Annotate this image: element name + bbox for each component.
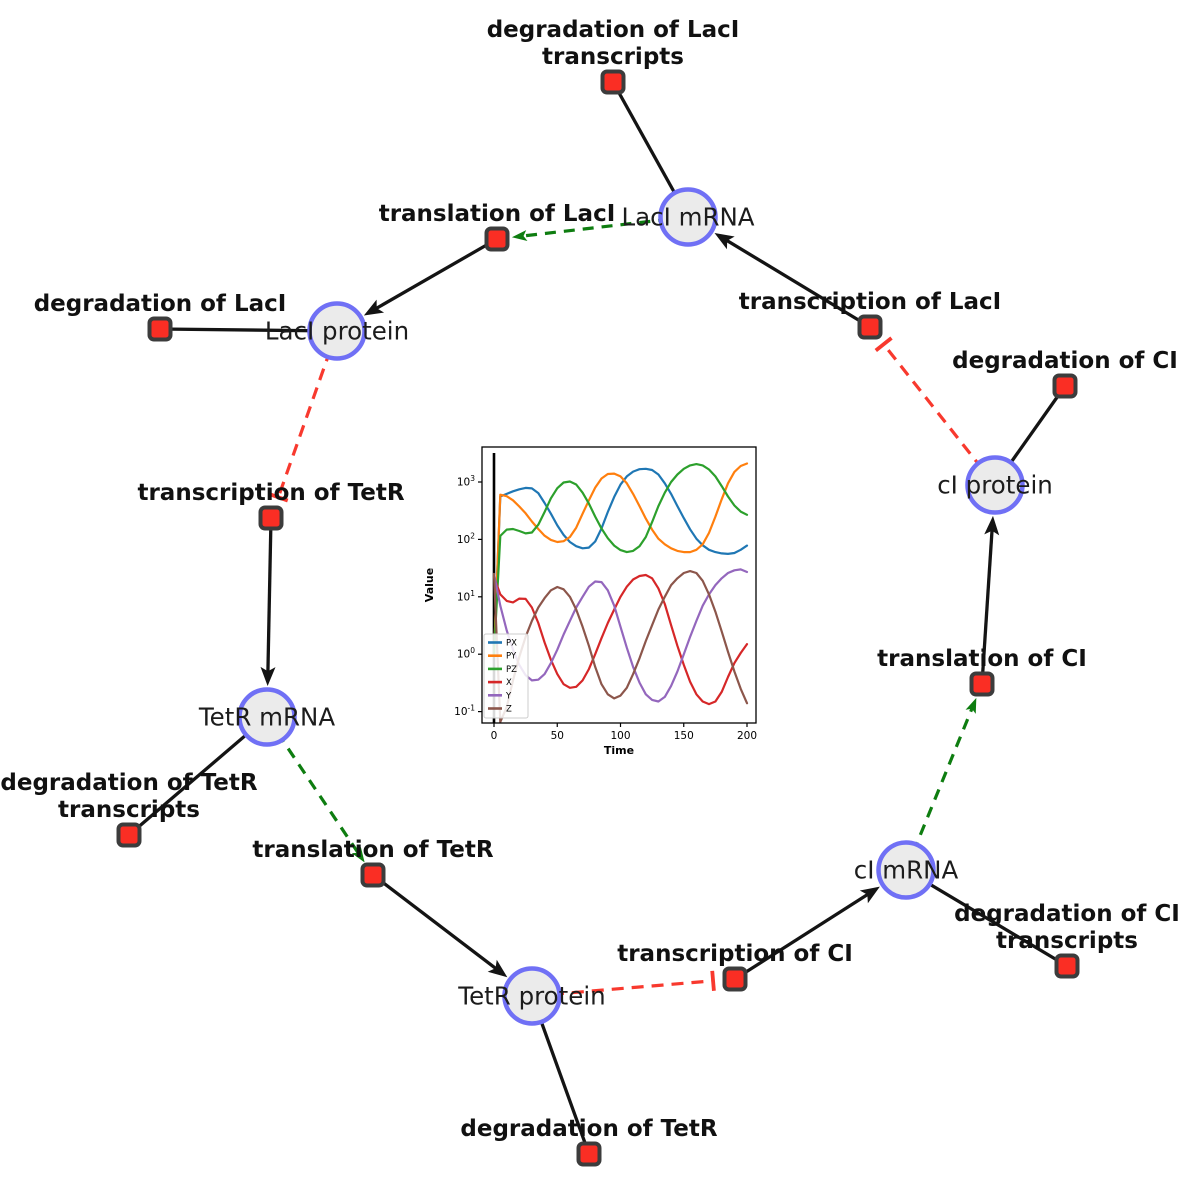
reaction-node-deg-ci-transcripts xyxy=(1054,953,1080,979)
series-line-X xyxy=(492,573,749,706)
reaction-label-transcription-ci: transcription of CI xyxy=(617,941,853,967)
inhibitor-bar-icon xyxy=(710,970,716,991)
legend-entry-PX: PX xyxy=(488,639,517,649)
arrowhead-icon xyxy=(260,666,276,687)
modifier-arrowhead-icon xyxy=(511,230,528,242)
reaction-label-deg-ci-transcripts: transcripts xyxy=(996,928,1138,954)
reaction-node-deg-laci xyxy=(147,316,173,342)
legend-entry-Y: Y xyxy=(488,691,512,701)
inhibitor-bar-icon xyxy=(874,336,893,352)
species-label-laci-protein: LacI protein xyxy=(265,317,409,346)
inhibitor-bar-icon xyxy=(268,492,289,503)
arrowhead-icon xyxy=(487,959,508,978)
reaction-node-deg-ci xyxy=(1052,373,1078,399)
y-tick-label: 102 xyxy=(457,531,475,546)
edge-production-transcription-laci-to-laci-mrna xyxy=(714,233,871,329)
y-tick-label: 103 xyxy=(457,474,475,489)
species-node-tetr-mrna xyxy=(237,687,297,747)
legend-label: PX xyxy=(506,639,517,649)
reaction-label-deg-tetr-transcripts: transcripts xyxy=(58,797,200,823)
reaction-label-translation-tetr: translation of TetR xyxy=(252,837,493,863)
arrowhead-icon xyxy=(363,299,385,316)
series-line-Z xyxy=(492,570,749,723)
legend-label: Y xyxy=(505,691,512,701)
species-label-laci-mrna: LacI mRNA xyxy=(621,203,754,232)
reaction-node-transcription-tetr xyxy=(258,505,284,531)
species-label-ci-mrna: cI mRNA xyxy=(854,856,959,885)
legend-label: PZ xyxy=(506,665,517,675)
series-line-PX xyxy=(492,467,749,656)
edge-production-translation-ci-to-ci-protein xyxy=(980,515,1000,685)
x-tick-label: 150 xyxy=(674,730,694,742)
inset-plot: 0 50 100 150 20010310210110010-1TimeValuePXP… xyxy=(413,428,777,768)
reaction-node-translation-ci xyxy=(969,671,995,697)
edge-production-transcription-ci-to-ci-mrna xyxy=(734,886,880,981)
reaction-label-deg-ci-transcripts: degradation of CI xyxy=(954,901,1180,927)
nodes-layer xyxy=(116,69,1080,1167)
plot-area xyxy=(492,453,749,723)
legend-entry-Z: Z xyxy=(488,705,512,715)
reaction-node-translation-tetr xyxy=(360,862,386,888)
species-node-laci-protein xyxy=(307,301,367,361)
legend-label: Z xyxy=(506,705,512,715)
modifier-arrowhead-icon xyxy=(351,847,365,863)
edge-production-translation-tetr-to-tetr-protein xyxy=(372,873,508,978)
edge-production-translation-laci-to-laci-protein xyxy=(363,237,498,316)
edge-consumption-tetr-mrna-to-deg-tetr-transcripts xyxy=(127,715,269,837)
legend: PX PY PZ XYZ xyxy=(483,633,529,719)
reaction-node-deg-laci-transcripts xyxy=(600,69,626,95)
reaction-node-transcription-laci xyxy=(857,314,883,340)
series-line-Y xyxy=(492,568,749,703)
x-tick-label: 50 xyxy=(551,730,564,742)
legend-label: PY xyxy=(506,652,517,662)
y-tick-label: 100 xyxy=(457,646,475,661)
legend-entry-PY: PY xyxy=(488,652,517,662)
reaction-node-transcription-ci xyxy=(722,966,748,992)
y-tick-label: 101 xyxy=(457,589,475,604)
labels-layer: degradation of LacItranscriptstranslatio… xyxy=(0,17,1179,1142)
reaction-label-transcription-tetr: transcription of TetR xyxy=(137,480,404,506)
y-axis-label: Value xyxy=(423,568,436,602)
species-node-ci-mrna xyxy=(876,840,936,900)
reaction-label-translation-laci: translation of LacI xyxy=(379,201,616,227)
species-label-ci-protein: cI protein xyxy=(937,471,1053,500)
species-label-tetr-protein: TetR protein xyxy=(457,982,605,1011)
x-axis-label: Time xyxy=(604,744,634,757)
edge-production-transcription-tetr-to-tetr-mrna xyxy=(260,517,276,687)
legend-entry-X: X xyxy=(488,678,512,688)
axes-frame xyxy=(481,446,757,724)
edge-inhibition-ci-protein-to-transcription-laci xyxy=(874,336,997,486)
species-node-laci-mrna xyxy=(658,187,718,247)
reaction-node-deg-tetr xyxy=(576,1141,602,1167)
reaction-label-deg-laci: degradation of LacI xyxy=(34,291,287,317)
reaction-node-deg-tetr-transcripts xyxy=(116,822,142,848)
edge-consumption-ci-mrna-to-deg-ci-transcripts xyxy=(905,868,1068,968)
species-node-ci-protein xyxy=(965,455,1025,515)
reaction-label-deg-laci-transcripts: degradation of LacI xyxy=(487,17,740,43)
reaction-label-deg-tetr: degradation of TetR xyxy=(460,1116,717,1142)
legend-label: X xyxy=(506,678,512,688)
x-tick-label: 0 xyxy=(491,730,498,742)
reaction-label-transcription-laci: transcription of LacI xyxy=(739,289,1002,315)
series-line-PZ xyxy=(492,463,749,656)
x-tick-label: 200 xyxy=(737,730,757,742)
reaction-node-translation-laci xyxy=(484,226,510,252)
y-tick-label: 10-1 xyxy=(454,704,475,719)
reaction-label-deg-laci-transcripts: transcripts xyxy=(542,44,684,70)
arrowhead-icon xyxy=(984,515,1000,536)
edge-inhibition-tetr-protein-to-transcription-ci xyxy=(531,970,716,998)
legend-entry-PZ: PZ xyxy=(488,665,517,675)
reaction-label-translation-ci: translation of CI xyxy=(877,646,1087,672)
species-label-tetr-mrna: TetR mRNA xyxy=(198,703,336,732)
arrowhead-icon xyxy=(714,233,735,250)
modifier-arrowhead-icon xyxy=(965,697,977,714)
reaction-label-deg-ci: degradation of CI xyxy=(952,348,1178,374)
species-node-tetr-protein xyxy=(502,966,562,1026)
reaction-label-deg-tetr-transcripts: degradation of TetR xyxy=(0,770,257,796)
x-tick-label: 100 xyxy=(610,730,630,742)
arrowhead-icon xyxy=(859,886,880,904)
plot-background xyxy=(413,428,777,768)
